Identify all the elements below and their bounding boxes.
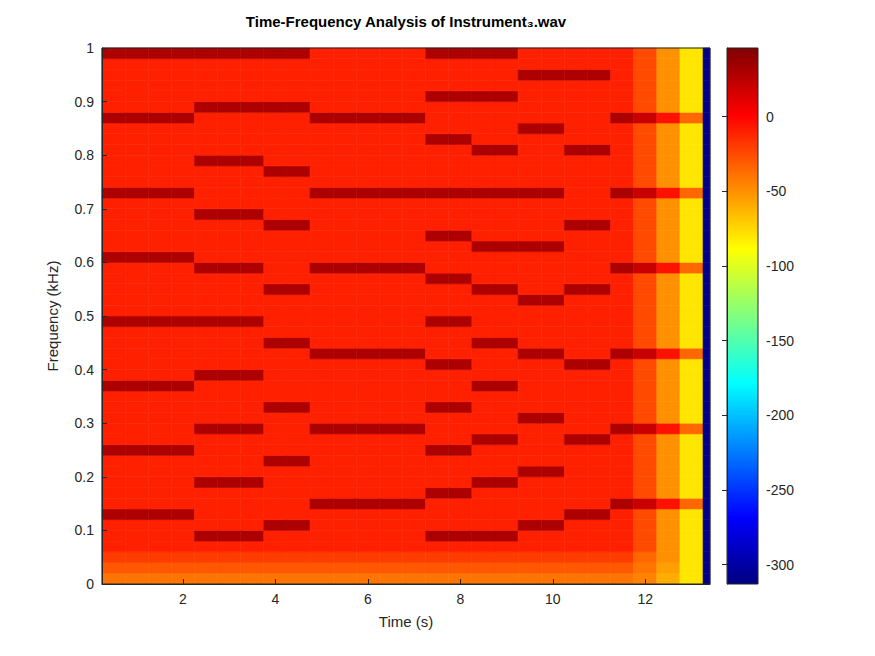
svg-text:0.5: 0.5 — [75, 308, 95, 324]
svg-text:0: 0 — [766, 109, 774, 125]
svg-text:4: 4 — [271, 591, 279, 607]
svg-text:-150: -150 — [766, 333, 794, 349]
svg-text:0.9: 0.9 — [75, 94, 95, 110]
svg-text:Time (s): Time (s) — [379, 613, 433, 630]
svg-text:Frequency (kHz): Frequency (kHz) — [44, 261, 61, 372]
svg-text:0.7: 0.7 — [75, 201, 95, 217]
svg-text:0.2: 0.2 — [75, 469, 95, 485]
svg-text:8: 8 — [456, 591, 464, 607]
svg-text:-200: -200 — [766, 407, 794, 423]
svg-text:10: 10 — [545, 591, 561, 607]
svg-text:12: 12 — [637, 591, 653, 607]
svg-text:0: 0 — [86, 576, 94, 592]
svg-text:2: 2 — [179, 591, 187, 607]
svg-text:Time-Frequency Analysis of Ins: Time-Frequency Analysis of Instrument₃.w… — [246, 13, 567, 30]
svg-text:-250: -250 — [766, 482, 794, 498]
svg-text:0.1: 0.1 — [75, 522, 95, 538]
svg-text:6: 6 — [364, 591, 372, 607]
svg-text:0.6: 0.6 — [75, 254, 95, 270]
svg-text:-300: -300 — [766, 557, 794, 573]
svg-text:-50: -50 — [766, 183, 786, 199]
svg-text:-100: -100 — [766, 258, 794, 274]
svg-text:0.8: 0.8 — [75, 147, 95, 163]
svg-text:0.4: 0.4 — [75, 362, 95, 378]
svg-text:1: 1 — [86, 40, 94, 56]
svg-text:0.3: 0.3 — [75, 415, 95, 431]
